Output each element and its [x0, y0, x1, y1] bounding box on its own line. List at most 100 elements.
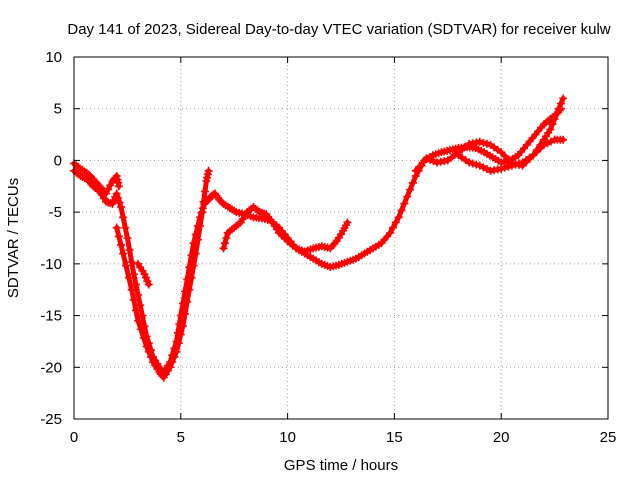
- data-point: [543, 139, 552, 148]
- data-point: [199, 197, 208, 206]
- y-tick-label: -15: [40, 308, 62, 325]
- data-point: [497, 164, 506, 173]
- data-point: [552, 109, 561, 118]
- data-point: [559, 135, 568, 144]
- x-tick-label: 5: [177, 429, 185, 446]
- data-point: [539, 140, 548, 149]
- data-point: [388, 223, 397, 232]
- data-point: [500, 151, 509, 160]
- data-point: [116, 240, 125, 249]
- data-point: [201, 187, 210, 196]
- series-evening-lower: [454, 135, 568, 175]
- series-lower-branch: [112, 166, 213, 382]
- data-point: [114, 194, 123, 203]
- data-point: [472, 160, 481, 169]
- data-point: [220, 239, 229, 248]
- data-point: [144, 280, 153, 289]
- data-point: [394, 213, 403, 222]
- y-tick-label: -20: [40, 359, 62, 376]
- data-point: [183, 297, 192, 306]
- data-point: [559, 94, 568, 103]
- data-point: [546, 125, 555, 134]
- data-point: [129, 296, 138, 305]
- x-tick-label: 15: [386, 429, 403, 446]
- data-point: [127, 285, 136, 294]
- data-point: [104, 185, 113, 194]
- data-point: [181, 309, 190, 318]
- y-tick-label: 5: [54, 101, 62, 118]
- data-point: [386, 228, 395, 237]
- data-point: [158, 371, 167, 380]
- x-tick-label: 0: [70, 429, 78, 446]
- data-point: [411, 166, 420, 175]
- data-point: [139, 333, 148, 342]
- data-point: [115, 198, 124, 207]
- data-point: [119, 213, 128, 222]
- data-point: [170, 352, 179, 361]
- series-short-segment-a: [134, 259, 153, 289]
- data-point: [191, 249, 200, 258]
- data-point: [102, 189, 111, 198]
- x-tick-label: 25: [600, 429, 617, 446]
- data-point: [112, 189, 121, 198]
- data-point: [475, 137, 484, 146]
- data-point: [134, 316, 143, 325]
- data-point: [222, 234, 231, 242]
- data-point: [511, 160, 520, 169]
- data-point: [166, 363, 175, 372]
- data-point: [124, 273, 133, 282]
- data-point: [178, 321, 187, 330]
- data-point: [146, 352, 155, 361]
- x-tick-label: 10: [279, 429, 296, 446]
- data-point: [129, 270, 138, 279]
- data-point: [196, 221, 205, 230]
- data-point: [400, 199, 409, 208]
- data-point: [131, 280, 140, 289]
- y-tick-label: 10: [45, 49, 62, 66]
- data-point: [482, 139, 491, 148]
- data-point: [429, 157, 438, 166]
- data-point: [465, 158, 474, 167]
- data-point: [507, 161, 516, 170]
- data-point: [422, 154, 431, 163]
- data-point: [138, 311, 147, 320]
- data-point: [144, 347, 153, 356]
- plot-border: [73, 56, 609, 420]
- data-point: [189, 261, 198, 270]
- data-point: [515, 159, 523, 168]
- series-mid-branch: [219, 202, 352, 256]
- data-point: [397, 206, 406, 215]
- data-point: [176, 330, 185, 339]
- y-tick-label: -25: [40, 411, 62, 428]
- data-point: [204, 166, 213, 175]
- data-point: [415, 162, 424, 171]
- data-point: [482, 165, 491, 174]
- data-point: [123, 234, 132, 242]
- data-point: [557, 99, 566, 108]
- data-point: [131, 306, 140, 315]
- data-point: [426, 155, 434, 164]
- data-point: [127, 258, 136, 267]
- data-point: [219, 244, 228, 253]
- data-point: [343, 218, 352, 227]
- data-point: [185, 285, 194, 294]
- series-line: [114, 168, 212, 381]
- data-point: [479, 163, 488, 172]
- data-point: [548, 120, 557, 129]
- y-tick-label: 0: [54, 152, 62, 169]
- data-point: [475, 161, 484, 170]
- data-point: [391, 218, 400, 227]
- data-point: [114, 232, 123, 241]
- data-point: [114, 182, 123, 191]
- data-point: [418, 158, 427, 167]
- data-point: [168, 358, 177, 367]
- data-point: [116, 202, 125, 211]
- series-evening-branch: [411, 94, 568, 175]
- data-point: [106, 181, 115, 190]
- x-tick-label: 20: [493, 429, 510, 446]
- data-point: [136, 301, 145, 310]
- data-point: [198, 208, 207, 217]
- data-point: [187, 273, 196, 282]
- data-point: [121, 223, 130, 232]
